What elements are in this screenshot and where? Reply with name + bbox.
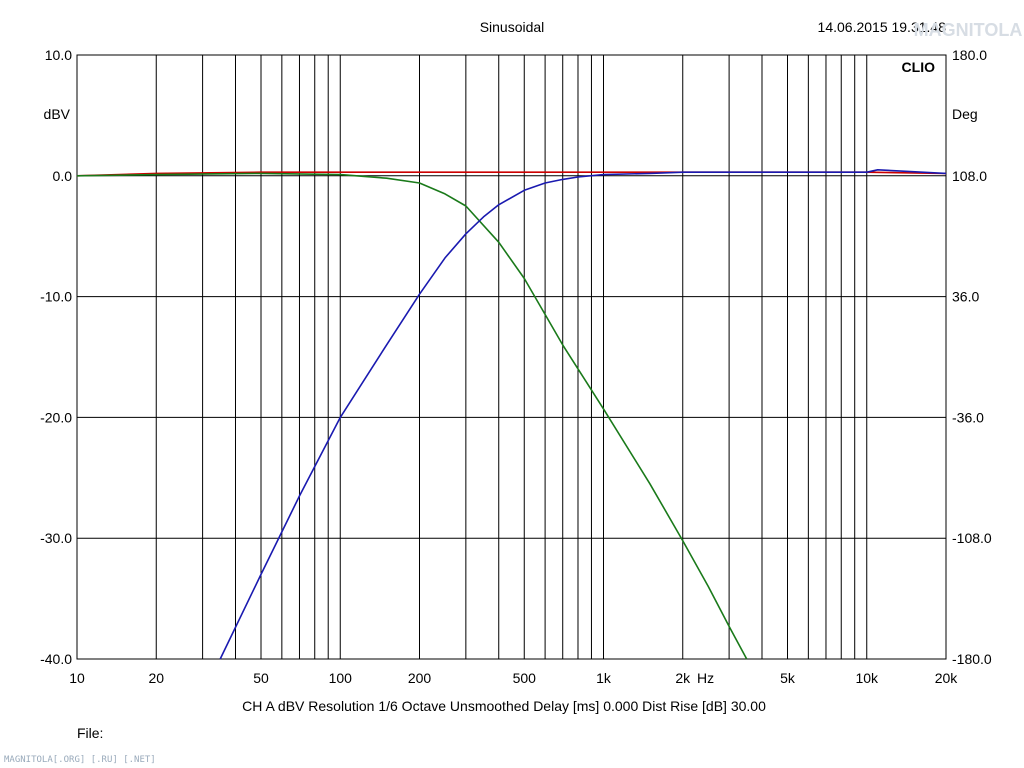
grid [77,55,946,659]
y2-tick-label-3: -36.0 [952,409,984,425]
file-label: File: [77,725,103,741]
series-group [76,169,947,660]
x-tick-label-5: 500 [513,670,537,686]
chart-title: Sinusoidal [480,19,545,35]
y-tick-label-2: -10.0 [40,289,72,305]
x-tick-label-7: 2k [675,670,691,686]
x-tick-label-8: 5k [780,670,796,686]
axis-labels: 10 20 50 100 200 500 1k 2k 5k 10k 20k 10.0 0.0 -10.0 -… [40,47,992,686]
x-tick-label-6: 1k [596,670,612,686]
x-tick-label-9: 10k [855,670,879,686]
x-tick-label-0: 10 [69,670,85,686]
y2-tick-label-2: 36.0 [952,289,979,305]
x-tick-label-10: 20k [935,670,959,686]
y-tick-label-0: 10.0 [45,47,72,63]
y-tick-label-1: 0.0 [53,168,73,184]
x-tick-label-4: 200 [408,670,432,686]
y-tick-label-3: -20.0 [40,409,72,425]
watermark-logo: MAGNITOLA [914,20,1023,40]
series-line-green [76,172,748,660]
x-tick-label-3: 100 [329,670,353,686]
y-tick-label-5: -40.0 [40,651,72,667]
x-tick-label-2: 50 [253,670,269,686]
watermark-footer: MAGNITOLA[.ORG] [.RU] [.NET] [4,755,156,765]
clio-badge-bg [891,56,945,78]
y2-axis-label: Deg [952,106,978,122]
clio-brand: CLIO [902,59,936,75]
series-line-blue [219,169,947,660]
y2-tick-label-5: -180.0 [952,651,992,667]
measurement-params: CH A dBV Resolution 1/6 Octave Unsmoothe… [242,698,766,714]
y2-tick-label-4: -108.0 [952,530,992,546]
y2-tick-label-0: 180.0 [952,47,987,63]
y-axis-label: dBV [44,106,71,122]
x-tick-label-1: 20 [148,670,164,686]
timestamp: 14.06.2015 19.31.48 [818,19,947,35]
y2-tick-label-1: 108.0 [952,168,987,184]
y-tick-label-4: -30.0 [40,530,72,546]
x-axis-label: Hz [697,670,714,686]
plot-border [76,54,947,660]
